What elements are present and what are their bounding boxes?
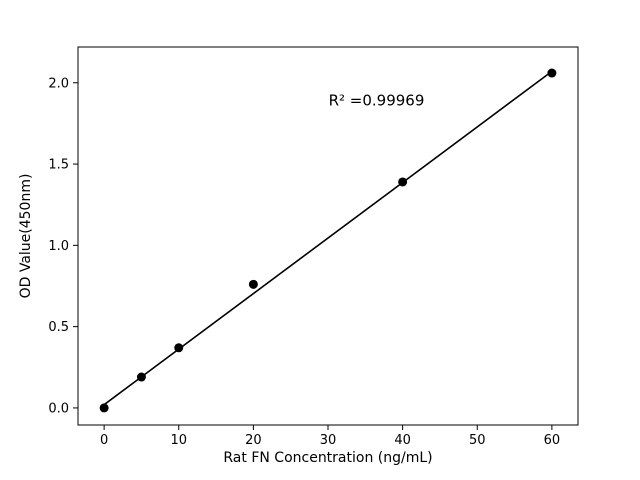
x-axis-tick-label: 0 [100, 433, 108, 448]
x-axis-tick-label: 40 [394, 433, 411, 448]
y-axis-tick-label: 1.0 [48, 239, 69, 254]
x-axis-tick-label: 30 [320, 433, 337, 448]
data-point [174, 343, 184, 353]
data-point [248, 279, 258, 289]
data-point [99, 403, 109, 413]
y-axis-tick-label: 2.0 [48, 76, 69, 91]
x-axis-tick-label: 20 [245, 433, 262, 448]
trend-line [103, 70, 553, 406]
x-axis-tick-label: 50 [469, 433, 486, 448]
y-axis-tick-label: 1.5 [48, 158, 69, 173]
y-axis-label: OD Value(450nm) [18, 174, 34, 299]
data-point [136, 372, 146, 382]
x-axis-tick-label: 10 [170, 433, 187, 448]
y-axis-tick-label: 0.5 [48, 320, 69, 335]
x-axis-tick-label: 60 [544, 433, 561, 448]
y-axis-tick-label: 0.0 [48, 401, 69, 416]
r-squared-annotation: R² =0.99969 [329, 92, 425, 110]
x-axis-label: Rat FN Concentration (ng/mL) [223, 450, 432, 466]
data-point [398, 177, 408, 187]
data-point [547, 68, 557, 78]
